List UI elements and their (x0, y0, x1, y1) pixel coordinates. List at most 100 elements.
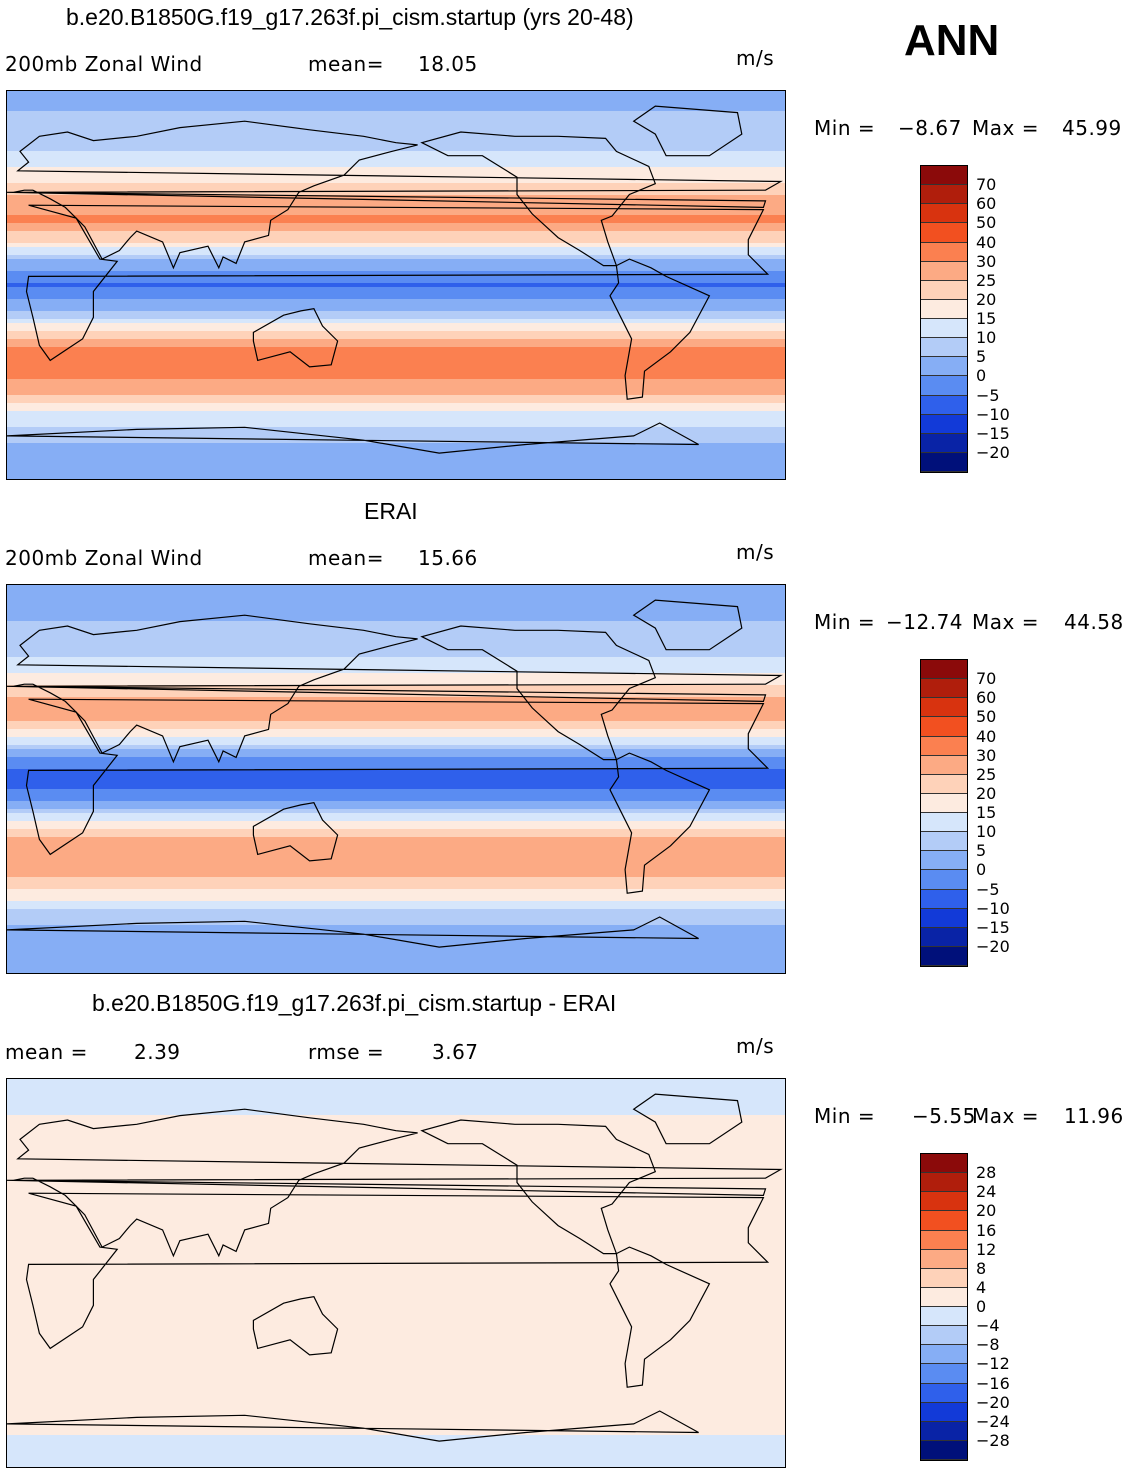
contour-band (7, 721, 785, 726)
contour-band (7, 123, 785, 128)
contour-band (7, 463, 785, 468)
contour-band (7, 809, 785, 814)
colorbar-tick-label: 24 (976, 1182, 997, 1202)
contour-band (7, 1271, 785, 1276)
colorbar-box (921, 261, 967, 281)
colorbar-tick-label: 20 (976, 783, 997, 803)
colorbar-box (921, 717, 967, 737)
contour-band (7, 969, 785, 973)
contour-band (7, 1135, 785, 1140)
panel-2-max-value: 44.58 (1064, 610, 1124, 634)
contour-band (7, 1235, 785, 1240)
coastline (7, 1108, 783, 1258)
coastline (25, 1192, 770, 1350)
contour-band (7, 399, 785, 404)
coastline (7, 614, 783, 764)
contour-band (7, 673, 785, 678)
contour-band (7, 307, 785, 312)
panel-2-mean-label: mean= (308, 546, 384, 570)
contour-band (7, 769, 785, 774)
contour-band (7, 885, 785, 890)
contour-band (7, 219, 785, 224)
panel-1-colorbar (920, 165, 968, 473)
panel-2-max-label: Max = (972, 610, 1039, 634)
contour-band (7, 897, 785, 902)
contour-band (7, 1443, 785, 1448)
contour-band (7, 207, 785, 212)
contour-band (7, 191, 785, 196)
contour-band (7, 1359, 785, 1364)
contour-band (7, 1127, 785, 1132)
contour-band (7, 845, 785, 850)
contour-band (7, 613, 785, 618)
contour-band (7, 311, 785, 316)
contour-band (7, 455, 785, 460)
contour-band (7, 1363, 785, 1368)
contour-band (7, 597, 785, 602)
colorbar-tick-label: 15 (976, 803, 997, 822)
coastline (7, 916, 699, 948)
contour-band (7, 1403, 785, 1408)
contour-band (7, 853, 785, 858)
contour-band (7, 877, 785, 882)
contour-band (7, 1259, 785, 1264)
contour-band (7, 749, 785, 754)
colorbar-box (921, 832, 967, 852)
contour-band (7, 633, 785, 638)
panel-1-variable-label: 200mb Zonal Wind (5, 52, 203, 76)
contour-band (7, 95, 785, 100)
colorbar-box (921, 1230, 967, 1250)
contour-band (7, 239, 785, 244)
colorbar-tick-label: 40 (976, 232, 997, 252)
colorbar-box (921, 452, 967, 472)
colorbar-tick-label: 0 (976, 1297, 987, 1316)
contour-band (7, 415, 785, 420)
contour-band (7, 155, 785, 160)
contour-band (7, 435, 785, 440)
contour-band (7, 1183, 785, 1188)
contour-band (7, 259, 785, 264)
contour-band (7, 585, 785, 590)
contour-band (7, 91, 785, 96)
colorbar-tick-label: −24 (976, 1411, 1010, 1431)
contour-band (7, 1319, 785, 1324)
panel-2-mean-value: 15.66 (418, 546, 478, 570)
contour-band (7, 1391, 785, 1396)
contour-band (7, 283, 785, 288)
contour-band (7, 139, 785, 144)
contour-band (7, 319, 785, 324)
colorbar-tick-label: 70 (976, 669, 997, 689)
coastline (420, 625, 657, 761)
contour-band (7, 765, 785, 770)
panel-1-mean-value: 18.05 (418, 52, 478, 76)
colorbar-tick-label: −10 (976, 404, 1010, 424)
panel-1-units: m/s (736, 46, 775, 70)
contour-band (7, 1267, 785, 1272)
contour-band (7, 1295, 785, 1300)
contour-band (7, 965, 785, 970)
contour-band (7, 1211, 785, 1216)
contour-band (7, 355, 785, 360)
contour-band (7, 1379, 785, 1384)
colorbar-box (921, 319, 967, 339)
panel-1-title: b.e20.B1850G.f19_g17.263f.pi_cism.startu… (66, 4, 634, 30)
contour-band (7, 949, 785, 954)
colorbar-box (921, 1307, 967, 1327)
contour-band (7, 657, 785, 662)
colorbar-box (921, 813, 967, 833)
contour-band (7, 653, 785, 658)
contour-band (7, 921, 785, 926)
contour-band (7, 111, 785, 116)
contour-band (7, 621, 785, 626)
contour-band (7, 1375, 785, 1380)
contour-band (7, 805, 785, 810)
panel-1-min-label: Min = (814, 116, 876, 140)
contour-band (7, 363, 785, 368)
contour-band (7, 761, 785, 766)
contour-band (7, 637, 785, 642)
contour-band (7, 665, 785, 670)
contour-band (7, 407, 785, 412)
contour-band (7, 1159, 785, 1164)
contour-band (7, 347, 785, 352)
colorbar-box (921, 679, 967, 699)
